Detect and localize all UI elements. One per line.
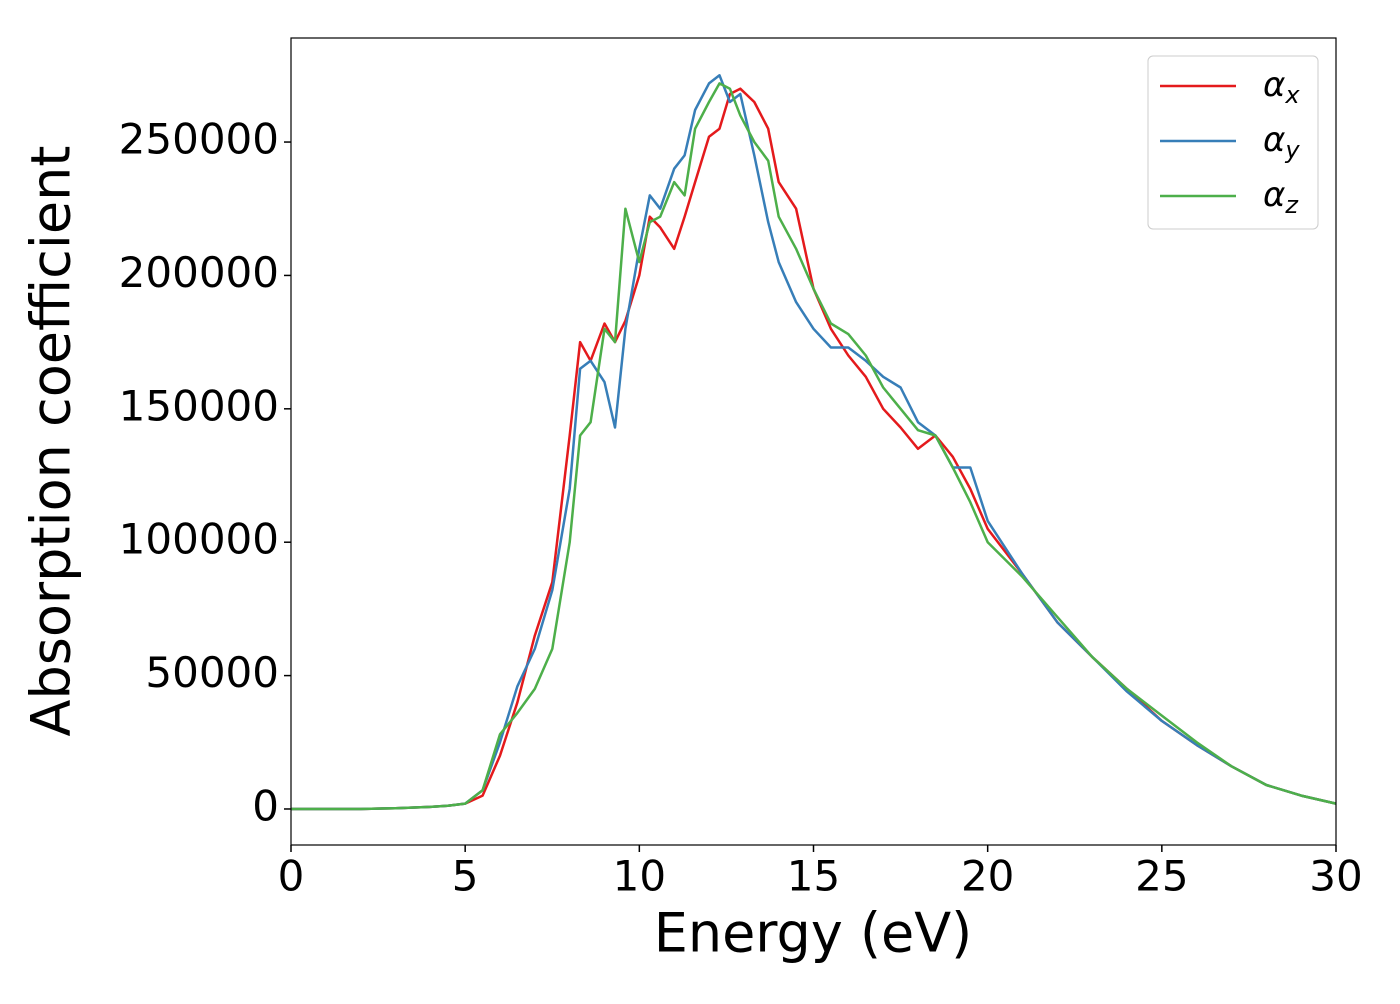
x-axis-label: Energy (eV) (654, 902, 973, 965)
x-tick-label: 0 (278, 852, 305, 901)
y-tick-label: 100000 (119, 515, 279, 564)
x-tick-label: 30 (1309, 852, 1362, 901)
legend-label: αz (1263, 175, 1299, 220)
x-tick-label: 15 (787, 852, 840, 901)
y-tick-label: 250000 (119, 115, 279, 164)
x-tick-label: 20 (961, 852, 1014, 901)
legend-box (1147, 55, 1319, 230)
plot-frame (290, 37, 1337, 846)
x-tick-label: 10 (613, 852, 666, 901)
y-tick-label: 200000 (119, 248, 279, 297)
y-axis-label: Absorption coefficient (20, 146, 83, 737)
y-tick-label: 0 (252, 781, 279, 830)
y-tick-label: 50000 (145, 648, 279, 697)
x-tick-label: 5 (452, 852, 479, 901)
x-tick-label: 25 (1135, 852, 1188, 901)
legend-label: αx (1263, 65, 1300, 110)
y-tick-label: 150000 (119, 381, 279, 430)
legend-label: αy (1263, 120, 1300, 165)
data-line (291, 82, 1337, 811)
